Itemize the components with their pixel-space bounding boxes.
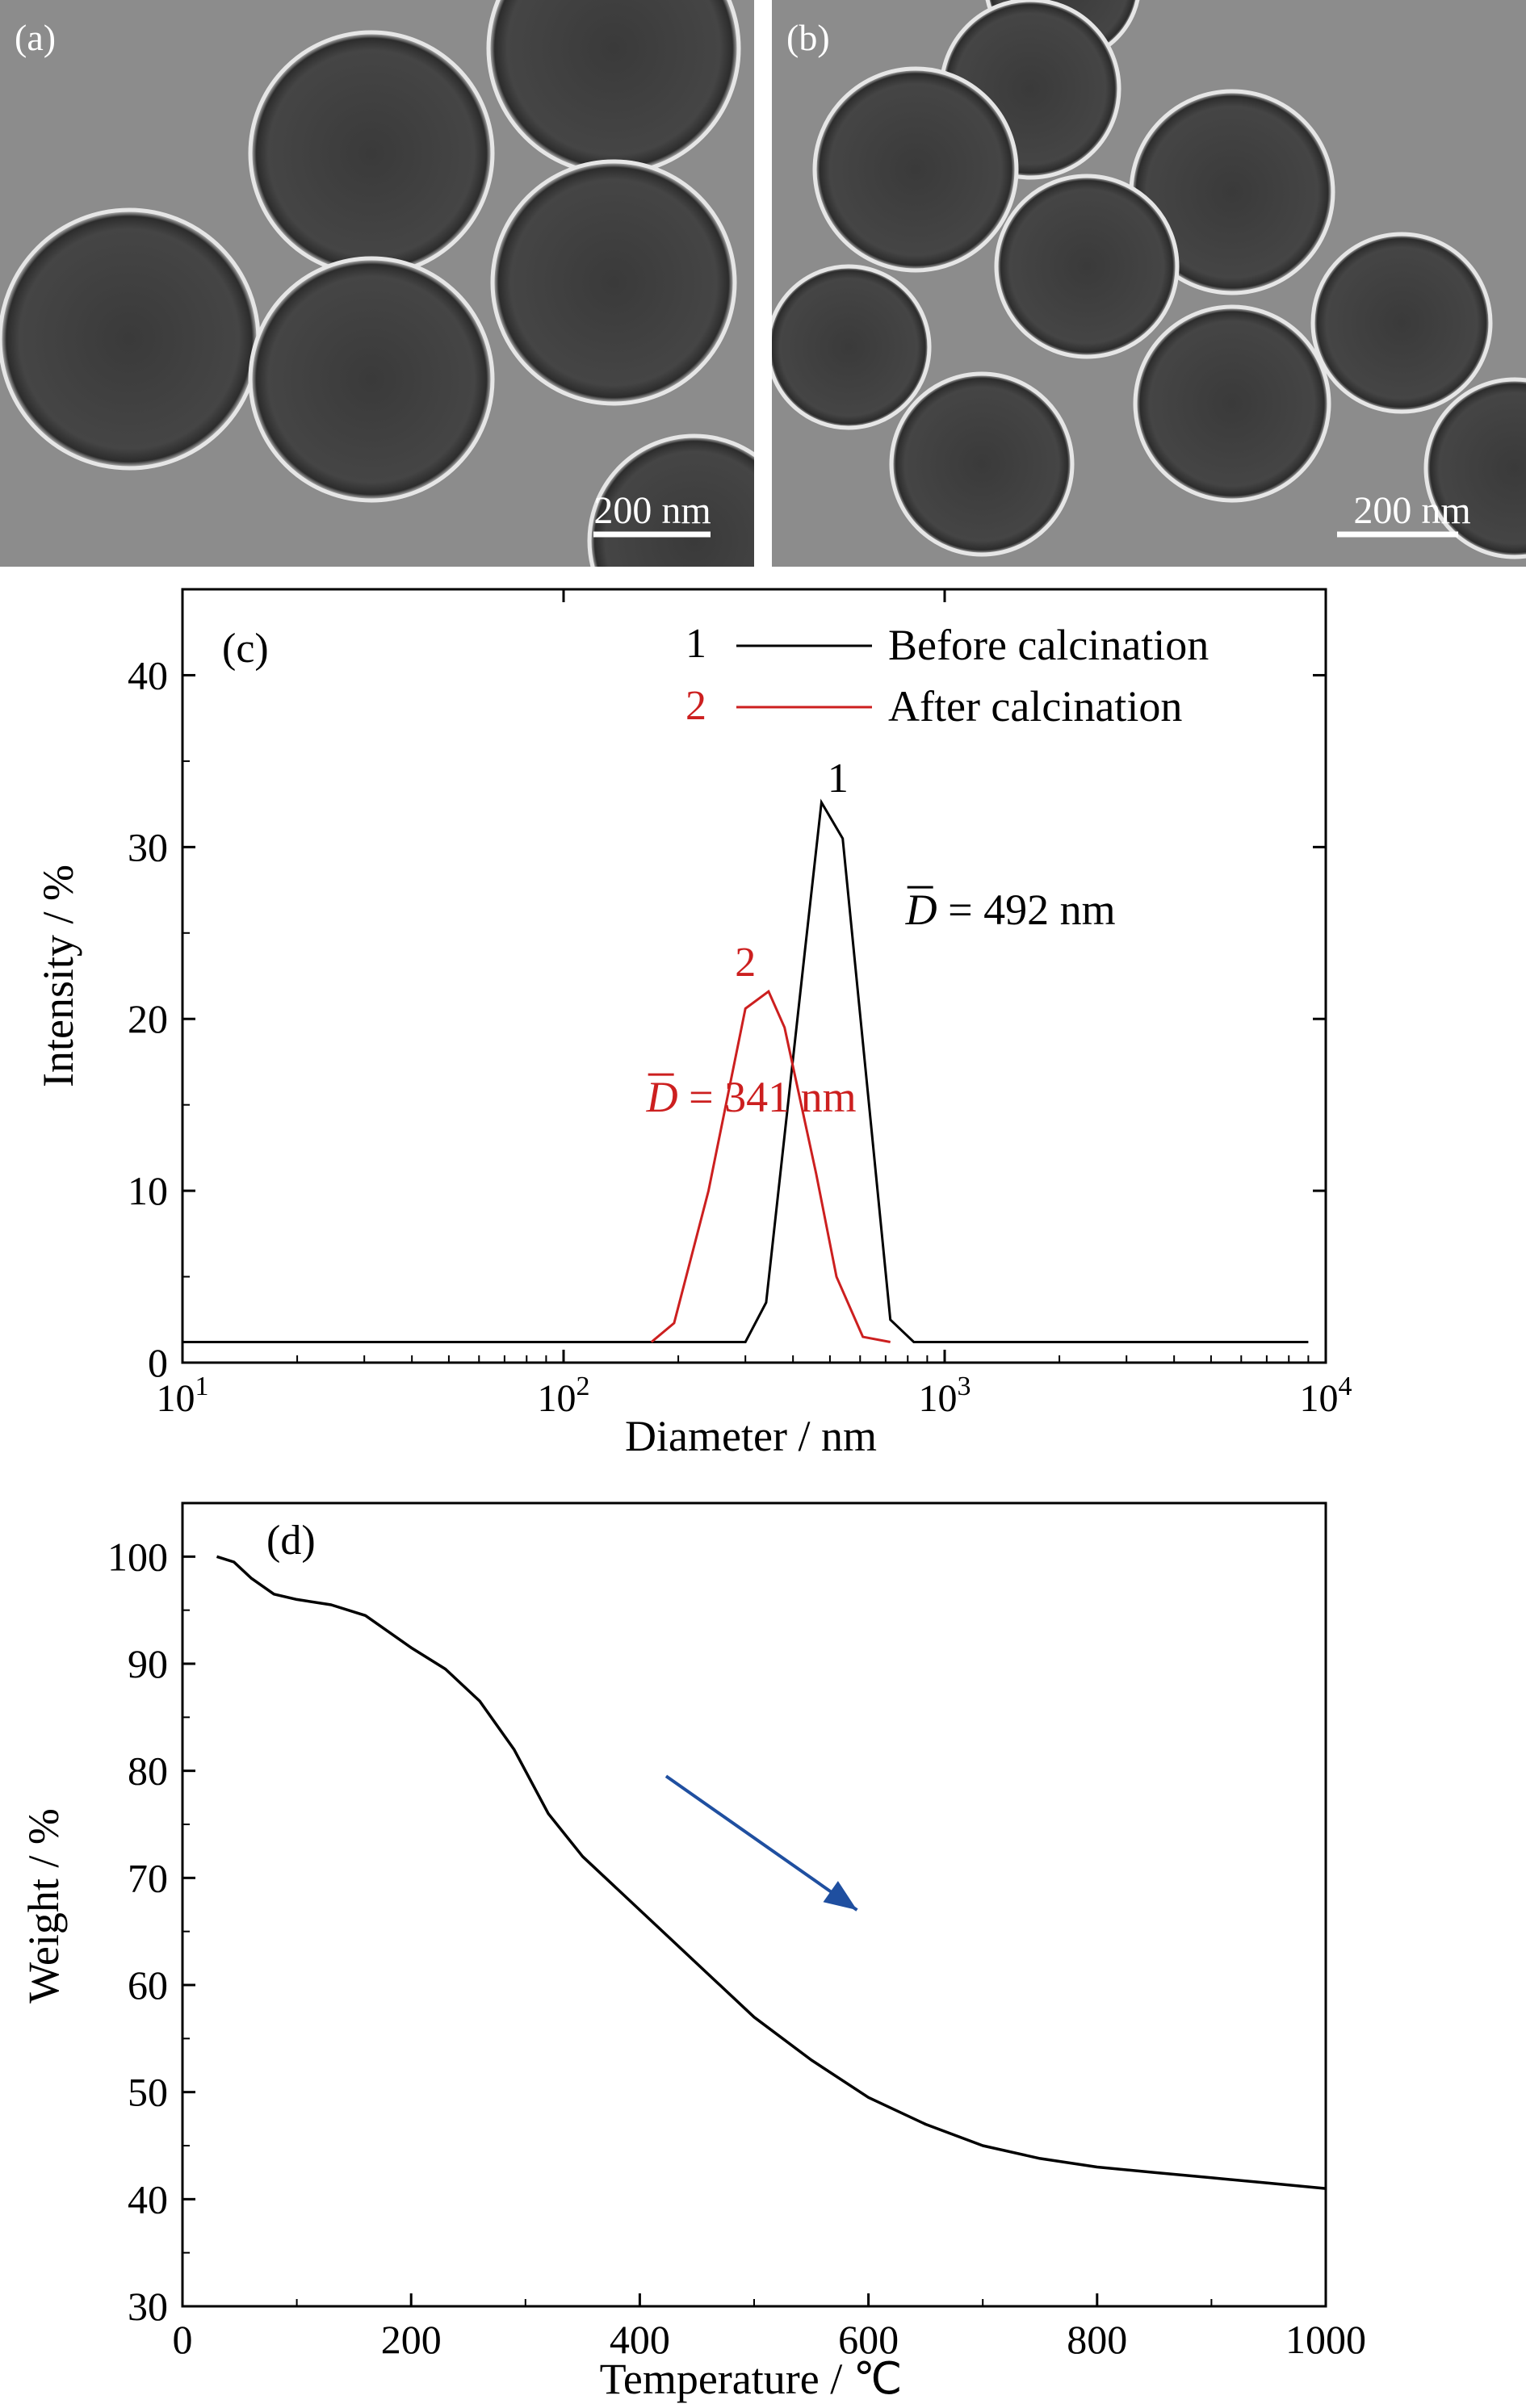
panel-label-b: (b) bbox=[786, 17, 830, 58]
weight-loss-curve bbox=[216, 1555, 1327, 2190]
particle bbox=[248, 30, 495, 277]
x-tick-label: 1000 bbox=[1285, 2317, 1366, 2362]
particle bbox=[1423, 377, 1526, 559]
y-tick-label: 30 bbox=[128, 2284, 168, 2329]
particle bbox=[994, 174, 1180, 359]
legend-number-1: 1 bbox=[685, 621, 706, 667]
particle bbox=[889, 371, 1075, 557]
panel-label-d: (d) bbox=[266, 1518, 316, 1564]
x-axis-label: Diameter / nm bbox=[625, 1412, 877, 1460]
y-tick-label: 10 bbox=[128, 1168, 168, 1213]
legend-number-2: 2 bbox=[685, 683, 706, 729]
x-tick-label: 600 bbox=[838, 2317, 899, 2362]
plot-frame bbox=[181, 1501, 1327, 2308]
tem-image-b: (b) 200 nm bbox=[772, 0, 1526, 567]
peak-label: 2 bbox=[735, 940, 756, 986]
legend-label-before: Before calcination bbox=[888, 621, 1209, 669]
particle bbox=[490, 159, 737, 406]
trend-arrow-head bbox=[823, 1881, 857, 1911]
y-tick-label: 30 bbox=[128, 824, 168, 869]
y-tick-label: 70 bbox=[128, 1855, 168, 1900]
scale-bar-label: 200 nm bbox=[593, 489, 711, 532]
x-tick-label: 800 bbox=[1067, 2317, 1127, 2362]
particle bbox=[248, 256, 495, 503]
plot-frame bbox=[181, 588, 1327, 1364]
y-tick-label: 50 bbox=[128, 2070, 168, 2115]
y-axis-label: Weight / % bbox=[19, 1808, 68, 2004]
particle-size-distribution-chart: 101 102 103 104 0 10 20 30 40 (c) 1 Before calci… bbox=[34, 588, 1352, 1460]
peak-label: 1 bbox=[828, 756, 849, 802]
x-tick-label: 102 bbox=[538, 1372, 590, 1420]
particle bbox=[0, 207, 261, 471]
panel-label-c: (c) bbox=[222, 626, 269, 672]
mean-diameter-annotation: D = 341 nm bbox=[646, 1073, 857, 1121]
y-tick-label: 60 bbox=[128, 1962, 168, 2008]
x-tick-label: 104 bbox=[1300, 1372, 1352, 1420]
chart-panel-c: 101 102 103 104 0 10 20 30 40 (c) 1 Before calci… bbox=[0, 567, 1526, 1465]
y-tick-label: 40 bbox=[128, 652, 168, 697]
x-tick-label: 0 bbox=[173, 2317, 193, 2362]
particle bbox=[812, 66, 1019, 273]
mean-diameter-annotation: D = 492 nm bbox=[905, 886, 1116, 934]
chart-panel-d: 0 200 400 600 800 1000 30 40 50 60 70 80 90 100 (d) T… bbox=[0, 1461, 1526, 2408]
particle bbox=[1133, 304, 1331, 503]
y-tick-label: 90 bbox=[128, 1641, 168, 1686]
thermogravimetric-chart: 0 200 400 600 800 1000 30 40 50 60 70 80 90 100 (d) T… bbox=[19, 1501, 1366, 2403]
y-tick-label: 80 bbox=[128, 1748, 168, 1794]
legend: 1 Before calcination 2 After calcination bbox=[685, 621, 1209, 731]
x-tick-label: 103 bbox=[919, 1372, 971, 1420]
series-line-before-calcination bbox=[182, 798, 1309, 1343]
scale-bar-label: 200 nm bbox=[1353, 489, 1470, 532]
y-axis-label: Intensity / % bbox=[34, 865, 82, 1087]
y-tick-label: 0 bbox=[148, 1340, 168, 1385]
trend-arrow-shaft bbox=[664, 1774, 858, 1912]
tem-image-a: (a) 200 nm bbox=[0, 0, 754, 567]
series-line-after-calcination bbox=[650, 989, 891, 1343]
y-tick-label: 40 bbox=[128, 2176, 168, 2222]
panel-label-a: (a) bbox=[15, 17, 56, 58]
y-tick-label: 20 bbox=[128, 996, 168, 1041]
legend-label-after: After calcination bbox=[888, 682, 1182, 731]
x-tick-label: 400 bbox=[610, 2317, 670, 2362]
particle bbox=[1310, 232, 1493, 414]
particle bbox=[772, 264, 932, 430]
x-tick-label: 200 bbox=[381, 2317, 442, 2362]
y-tick-label: 100 bbox=[107, 1534, 168, 1579]
x-axis-label: Temperature / ℃ bbox=[600, 2355, 903, 2403]
x-tick-label: 101 bbox=[157, 1372, 209, 1420]
